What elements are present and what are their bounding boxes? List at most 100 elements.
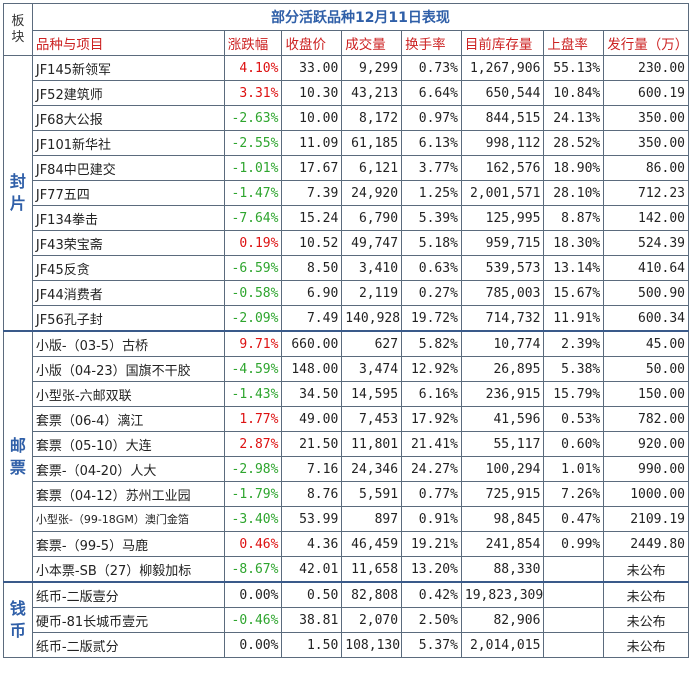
volume-cell: 6,121 bbox=[341, 155, 403, 181]
issue-cell: 未公布 bbox=[603, 581, 689, 608]
item-name: 套票（06-4）漓江 bbox=[31, 406, 225, 432]
item-name: 套票（04-12）苏州工业园 bbox=[31, 481, 225, 507]
turnover-cell: 5.37% bbox=[401, 632, 462, 658]
table-row: 纸币-二版贰分 0.00% 1.50 108,130 5.37% 2,014,015 未公布 bbox=[4, 632, 689, 658]
issue-cell: 600.19 bbox=[603, 80, 689, 106]
volume-cell: 9,299 bbox=[341, 55, 403, 81]
change-cell: 0.00% bbox=[223, 581, 283, 608]
issue-cell: 142.00 bbox=[603, 205, 689, 231]
turnover-cell: 0.27% bbox=[401, 280, 462, 306]
upload-cell: 5.38% bbox=[543, 356, 605, 382]
item-name: 小版-（03-5）古桥 bbox=[31, 330, 225, 357]
item-name: JF145新领军 bbox=[31, 55, 225, 81]
upload-cell: 7.26% bbox=[543, 481, 605, 507]
volume-cell: 61,185 bbox=[341, 130, 403, 156]
change-cell: -7.64% bbox=[223, 205, 283, 231]
stock-cell: 98,845 bbox=[460, 506, 545, 532]
stock-cell: 41,596 bbox=[460, 406, 545, 432]
upload-cell: 18.90% bbox=[543, 155, 605, 181]
upload-cell: 11.91% bbox=[543, 305, 605, 332]
change-cell: -3.40% bbox=[223, 506, 283, 532]
turnover-cell: 17.92% bbox=[401, 406, 462, 432]
change-cell: 0.46% bbox=[223, 531, 283, 557]
upload-cell: 55.13% bbox=[543, 55, 605, 81]
close-cell: 15.24 bbox=[281, 205, 343, 231]
volume-cell: 49,747 bbox=[341, 230, 403, 256]
upload-cell: 8.87% bbox=[543, 205, 605, 231]
close-cell: 8.50 bbox=[281, 255, 343, 281]
item-name: 套票-（99-5）马鹿 bbox=[31, 531, 225, 557]
stock-cell: 785,003 bbox=[460, 280, 545, 306]
turnover-cell: 24.27% bbox=[401, 456, 462, 482]
upload-cell bbox=[543, 581, 605, 608]
upload-cell bbox=[543, 556, 605, 583]
item-name: JF77五四 bbox=[31, 180, 225, 206]
issue-cell: 未公布 bbox=[603, 607, 689, 633]
turnover-cell: 6.13% bbox=[401, 130, 462, 156]
close-cell: 49.00 bbox=[281, 406, 343, 432]
item-name: JF84中巴建交 bbox=[31, 155, 225, 181]
change-cell: 0.19% bbox=[223, 230, 283, 256]
item-name: 纸币-二版贰分 bbox=[31, 632, 225, 658]
item-name: 小型张-（99-18GM）澳门金箔 bbox=[31, 506, 225, 532]
stock-cell: 241,854 bbox=[460, 531, 545, 557]
item-name: 纸币-二版壹分 bbox=[31, 581, 225, 608]
change-cell: 4.10% bbox=[223, 55, 283, 81]
volume-cell: 3,474 bbox=[341, 356, 403, 382]
change-cell: -2.63% bbox=[223, 105, 283, 131]
change-cell: -1.79% bbox=[223, 481, 283, 507]
close-cell: 0.50 bbox=[281, 581, 343, 608]
upload-cell bbox=[543, 607, 605, 633]
volume-cell: 140,928 bbox=[341, 305, 403, 332]
table-row: 小本票-SB（27）柳毅加标 -8.67% 42.01 11,658 13.20% 88,… bbox=[4, 556, 689, 583]
stock-cell: 82,906 bbox=[460, 607, 545, 633]
turnover-cell: 21.41% bbox=[401, 431, 462, 457]
turnover-cell: 0.73% bbox=[401, 55, 462, 81]
turnover-cell: 5.82% bbox=[401, 330, 462, 357]
item-name: 套票-（04-20）人大 bbox=[31, 456, 225, 482]
close-cell: 7.49 bbox=[281, 305, 343, 332]
issue-cell: 50.00 bbox=[603, 356, 689, 382]
item-name: JF101新华社 bbox=[31, 130, 225, 156]
change-cell: -4.59% bbox=[223, 356, 283, 382]
volume-cell: 8,172 bbox=[341, 105, 403, 131]
volume-cell: 3,410 bbox=[341, 255, 403, 281]
close-cell: 42.01 bbox=[281, 556, 343, 583]
header-change: 涨跌幅 bbox=[223, 30, 283, 56]
table-row: JF101新华社 -2.55% 11.09 61,185 6.13% 998,112 28.… bbox=[4, 130, 689, 156]
volume-cell: 24,920 bbox=[341, 180, 403, 206]
issue-cell: 410.64 bbox=[603, 255, 689, 281]
change-cell: -2.55% bbox=[223, 130, 283, 156]
turnover-cell: 2.50% bbox=[401, 607, 462, 633]
table-title: 部分活跃品种12月11日表现 bbox=[31, 3, 690, 31]
item-name: JF45反贪 bbox=[31, 255, 225, 281]
section-label: 封片 bbox=[3, 55, 33, 332]
change-cell: -2.98% bbox=[223, 456, 283, 482]
close-cell: 8.76 bbox=[281, 481, 343, 507]
table-row: JF52建筑师 3.31% 10.30 43,213 6.64% 650,544 10.84… bbox=[4, 80, 689, 106]
stock-cell: 125,995 bbox=[460, 205, 545, 231]
plate-header: 板块 bbox=[3, 3, 33, 56]
issue-cell: 86.00 bbox=[603, 155, 689, 181]
table-row: 套票-（04-20）人大 -2.98% 7.16 24,346 24.27% 100,29… bbox=[4, 456, 689, 482]
volume-cell: 7,453 bbox=[341, 406, 403, 432]
turnover-cell: 0.77% bbox=[401, 481, 462, 507]
turnover-cell: 0.63% bbox=[401, 255, 462, 281]
turnover-cell: 12.92% bbox=[401, 356, 462, 382]
table-row: 硬币-81长城币壹元 -0.46% 38.81 2,070 2.50% 82,906 未公布 bbox=[4, 607, 689, 633]
close-cell: 10.30 bbox=[281, 80, 343, 106]
change-cell: -1.43% bbox=[223, 381, 283, 407]
volume-cell: 82,808 bbox=[341, 581, 403, 608]
section-label: 钱币 bbox=[3, 581, 33, 658]
header-stock: 目前库存量 bbox=[460, 30, 545, 56]
change-cell: 1.77% bbox=[223, 406, 283, 432]
change-cell: -1.01% bbox=[223, 155, 283, 181]
upload-cell: 0.99% bbox=[543, 531, 605, 557]
close-cell: 660.00 bbox=[281, 330, 343, 357]
change-cell: -8.67% bbox=[223, 556, 283, 583]
change-cell: -6.59% bbox=[223, 255, 283, 281]
issue-cell: 150.00 bbox=[603, 381, 689, 407]
issue-cell: 350.00 bbox=[603, 105, 689, 131]
close-cell: 7.39 bbox=[281, 180, 343, 206]
issue-cell: 2109.19 bbox=[603, 506, 689, 532]
